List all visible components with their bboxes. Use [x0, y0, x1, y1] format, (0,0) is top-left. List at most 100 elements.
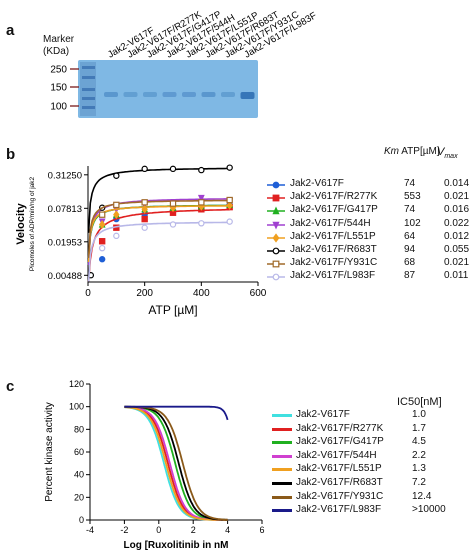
y-tick-label-c: 40 [74, 470, 84, 480]
gel-band [123, 92, 138, 97]
data-point-b [226, 218, 233, 225]
legend-c-name: Jak2-V617F/G417P [296, 436, 384, 448]
data-point-b [98, 256, 106, 263]
data-point-b [198, 199, 205, 206]
legend-b-vmax: 0.022 [444, 217, 470, 229]
x-tick-label-c: 2 [191, 525, 196, 535]
legend-c-name: Jak2-V617F/R683T [296, 477, 383, 488]
data-point-b [113, 172, 120, 179]
y-tick-label-b: 0.31250 [48, 170, 82, 181]
x-tick-label-c: 6 [259, 525, 264, 535]
y-axis-label-b: Velocity [15, 202, 27, 244]
data-point-b [141, 204, 148, 214]
legend-c-ic50: >10000 [412, 504, 446, 516]
data-point-b [198, 166, 205, 174]
curve-b [87, 204, 230, 265]
marker-tick-label: 150 [50, 83, 67, 94]
km-header: Km ATP[µM] [384, 146, 440, 157]
marker-tick-label: 100 [50, 102, 67, 113]
y-tick-label-b: 0.07813 [48, 204, 82, 215]
marker-band [82, 76, 95, 79]
gel-lane-labels: Jak2-V617FJak2-V617F/R277KJak2-V617F/G41… [106, 9, 319, 61]
data-point-b [98, 238, 106, 245]
marker-unit-label: (KDa) [43, 46, 70, 57]
x-tick-label-c: 4 [225, 525, 230, 535]
legend-b-name: Jak2-V617F/Y931C [290, 257, 378, 269]
curve-b [87, 199, 230, 258]
curve-b [87, 204, 230, 265]
legend-b-marker [272, 260, 280, 268]
legend-c-name: Jak2-V617F/544H [296, 449, 377, 461]
y-tick-label-c: 0 [79, 515, 84, 525]
curve-b [87, 221, 230, 282]
data-point-b [141, 165, 148, 173]
legend-b-name: Jak2-V617F/R277K [290, 191, 378, 203]
legend-c-swatch [272, 427, 292, 431]
legend-b-km: 87 [404, 270, 416, 282]
gel-band [162, 92, 177, 97]
data-point-b [226, 196, 233, 204]
legend-b-marker [272, 247, 280, 255]
marker-band [82, 88, 95, 91]
panel-c-letter: c [6, 378, 15, 395]
x-axis-label-b: ATP [µM] [148, 303, 197, 317]
data-point-b [98, 244, 106, 252]
gel-band [221, 92, 235, 97]
data-point-b [98, 220, 106, 229]
curve-b [87, 208, 230, 282]
gel-band [104, 92, 118, 97]
legend-c-name: Jak2-V617F [296, 409, 350, 420]
curve-b [87, 167, 230, 233]
gel-band [143, 92, 157, 97]
gel-marker-ticks: 250 150 100 [50, 65, 79, 113]
legend-c-swatch [272, 482, 292, 485]
legend-c-swatch [272, 468, 292, 472]
y-tick-label-b: 0.01953 [48, 237, 82, 248]
y-tick-label-c: 20 [74, 492, 84, 502]
legend-c-name: Jak2-V617F/L983F [296, 504, 382, 516]
y-tick-label-c: 120 [69, 379, 84, 389]
legend-b-marker [272, 181, 280, 189]
km-symbol: Km [384, 146, 399, 157]
x-tick-label-c: -4 [86, 525, 94, 535]
x-tick-label-c: -2 [120, 525, 128, 535]
legend-c-swatch [272, 414, 292, 417]
legend-c-swatch [272, 454, 292, 458]
legend-c-ic50: 7.2 [412, 477, 426, 488]
data-point-b [198, 220, 205, 227]
data-point-b [226, 164, 233, 171]
x-axis-label-c: Log [Ruxolitinib in nM [124, 540, 229, 551]
vmax-header: Vmax [437, 146, 458, 160]
y-tick-label-c: 80 [74, 424, 84, 434]
legend-c-ic50: 12.4 [412, 490, 432, 502]
legend-c-name: Jak2-V617F/Y931C [296, 490, 384, 502]
x-tick-label-b: 200 [136, 288, 153, 299]
marker-label: Marker [43, 34, 75, 45]
legend-b-name: Jak2-V617F [290, 178, 344, 189]
marker-tick-label: 250 [50, 65, 67, 76]
legend-b-vmax: 0.012 [444, 230, 470, 242]
legend-c-swatch [272, 441, 292, 445]
legend-b-km: 74 [404, 178, 416, 189]
legend-b-name: Jak2-V617F/R683T [290, 244, 377, 255]
gel-band [201, 92, 216, 97]
legend-b-swatch [267, 221, 285, 230]
data-point-b [141, 224, 148, 231]
data-point-b [113, 201, 120, 209]
gel-band [182, 92, 196, 97]
legend-b-vmax: 0.016 [444, 204, 470, 216]
panel-b-letter: b [6, 146, 16, 163]
data-point-b [141, 199, 148, 206]
y-tick-label-c: 60 [74, 447, 84, 457]
legend-b-swatch [267, 233, 285, 243]
data-point-b [113, 232, 120, 240]
legend-c-ic50: 1.7 [412, 422, 426, 434]
curve-b [87, 205, 230, 263]
legend-b-swatch [267, 273, 285, 281]
data-point-b [169, 165, 177, 173]
legend-b-vmax: 0.021 [444, 257, 470, 269]
legend-c-ic50: 4.5 [412, 436, 426, 448]
data-point-b [169, 221, 177, 228]
